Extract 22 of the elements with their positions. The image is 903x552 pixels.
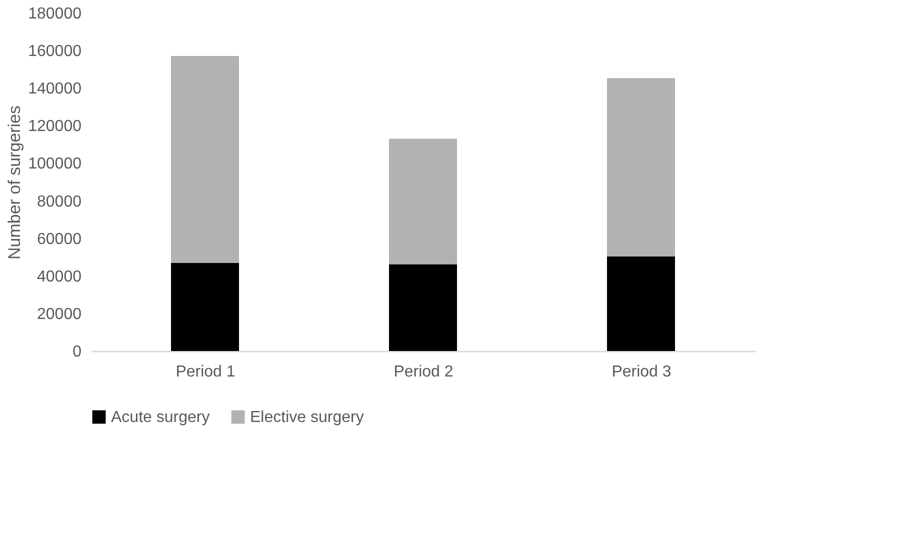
y-tick-label: 0 [72, 344, 82, 360]
y-axis-title: Number of surgeries [5, 105, 24, 260]
y-tick-label: 140000 [28, 80, 82, 98]
x-tick-label: Period 1 [176, 364, 236, 380]
y-tick-label: 100000 [28, 156, 82, 173]
legend-label: Elective surgery [250, 409, 364, 426]
bar [389, 264, 457, 351]
y-tick-label: 160000 [28, 43, 82, 60]
y-tick-label: 20000 [37, 306, 82, 323]
x-tick-label: Period 3 [612, 364, 672, 380]
bar [171, 56, 239, 263]
legend-label: Acute surgery [111, 409, 210, 426]
x-tick-label: Period 2 [394, 364, 454, 380]
y-tick-label: 180000 [28, 6, 82, 22]
bar [607, 256, 675, 351]
bar [389, 138, 457, 264]
bar [607, 78, 675, 256]
y-tick-label: 40000 [37, 268, 82, 286]
bar [171, 262, 239, 351]
y-tick-label: 120000 [28, 118, 82, 136]
y-tick-label: 60000 [37, 230, 82, 248]
y-tick-label: 80000 [37, 193, 82, 210]
